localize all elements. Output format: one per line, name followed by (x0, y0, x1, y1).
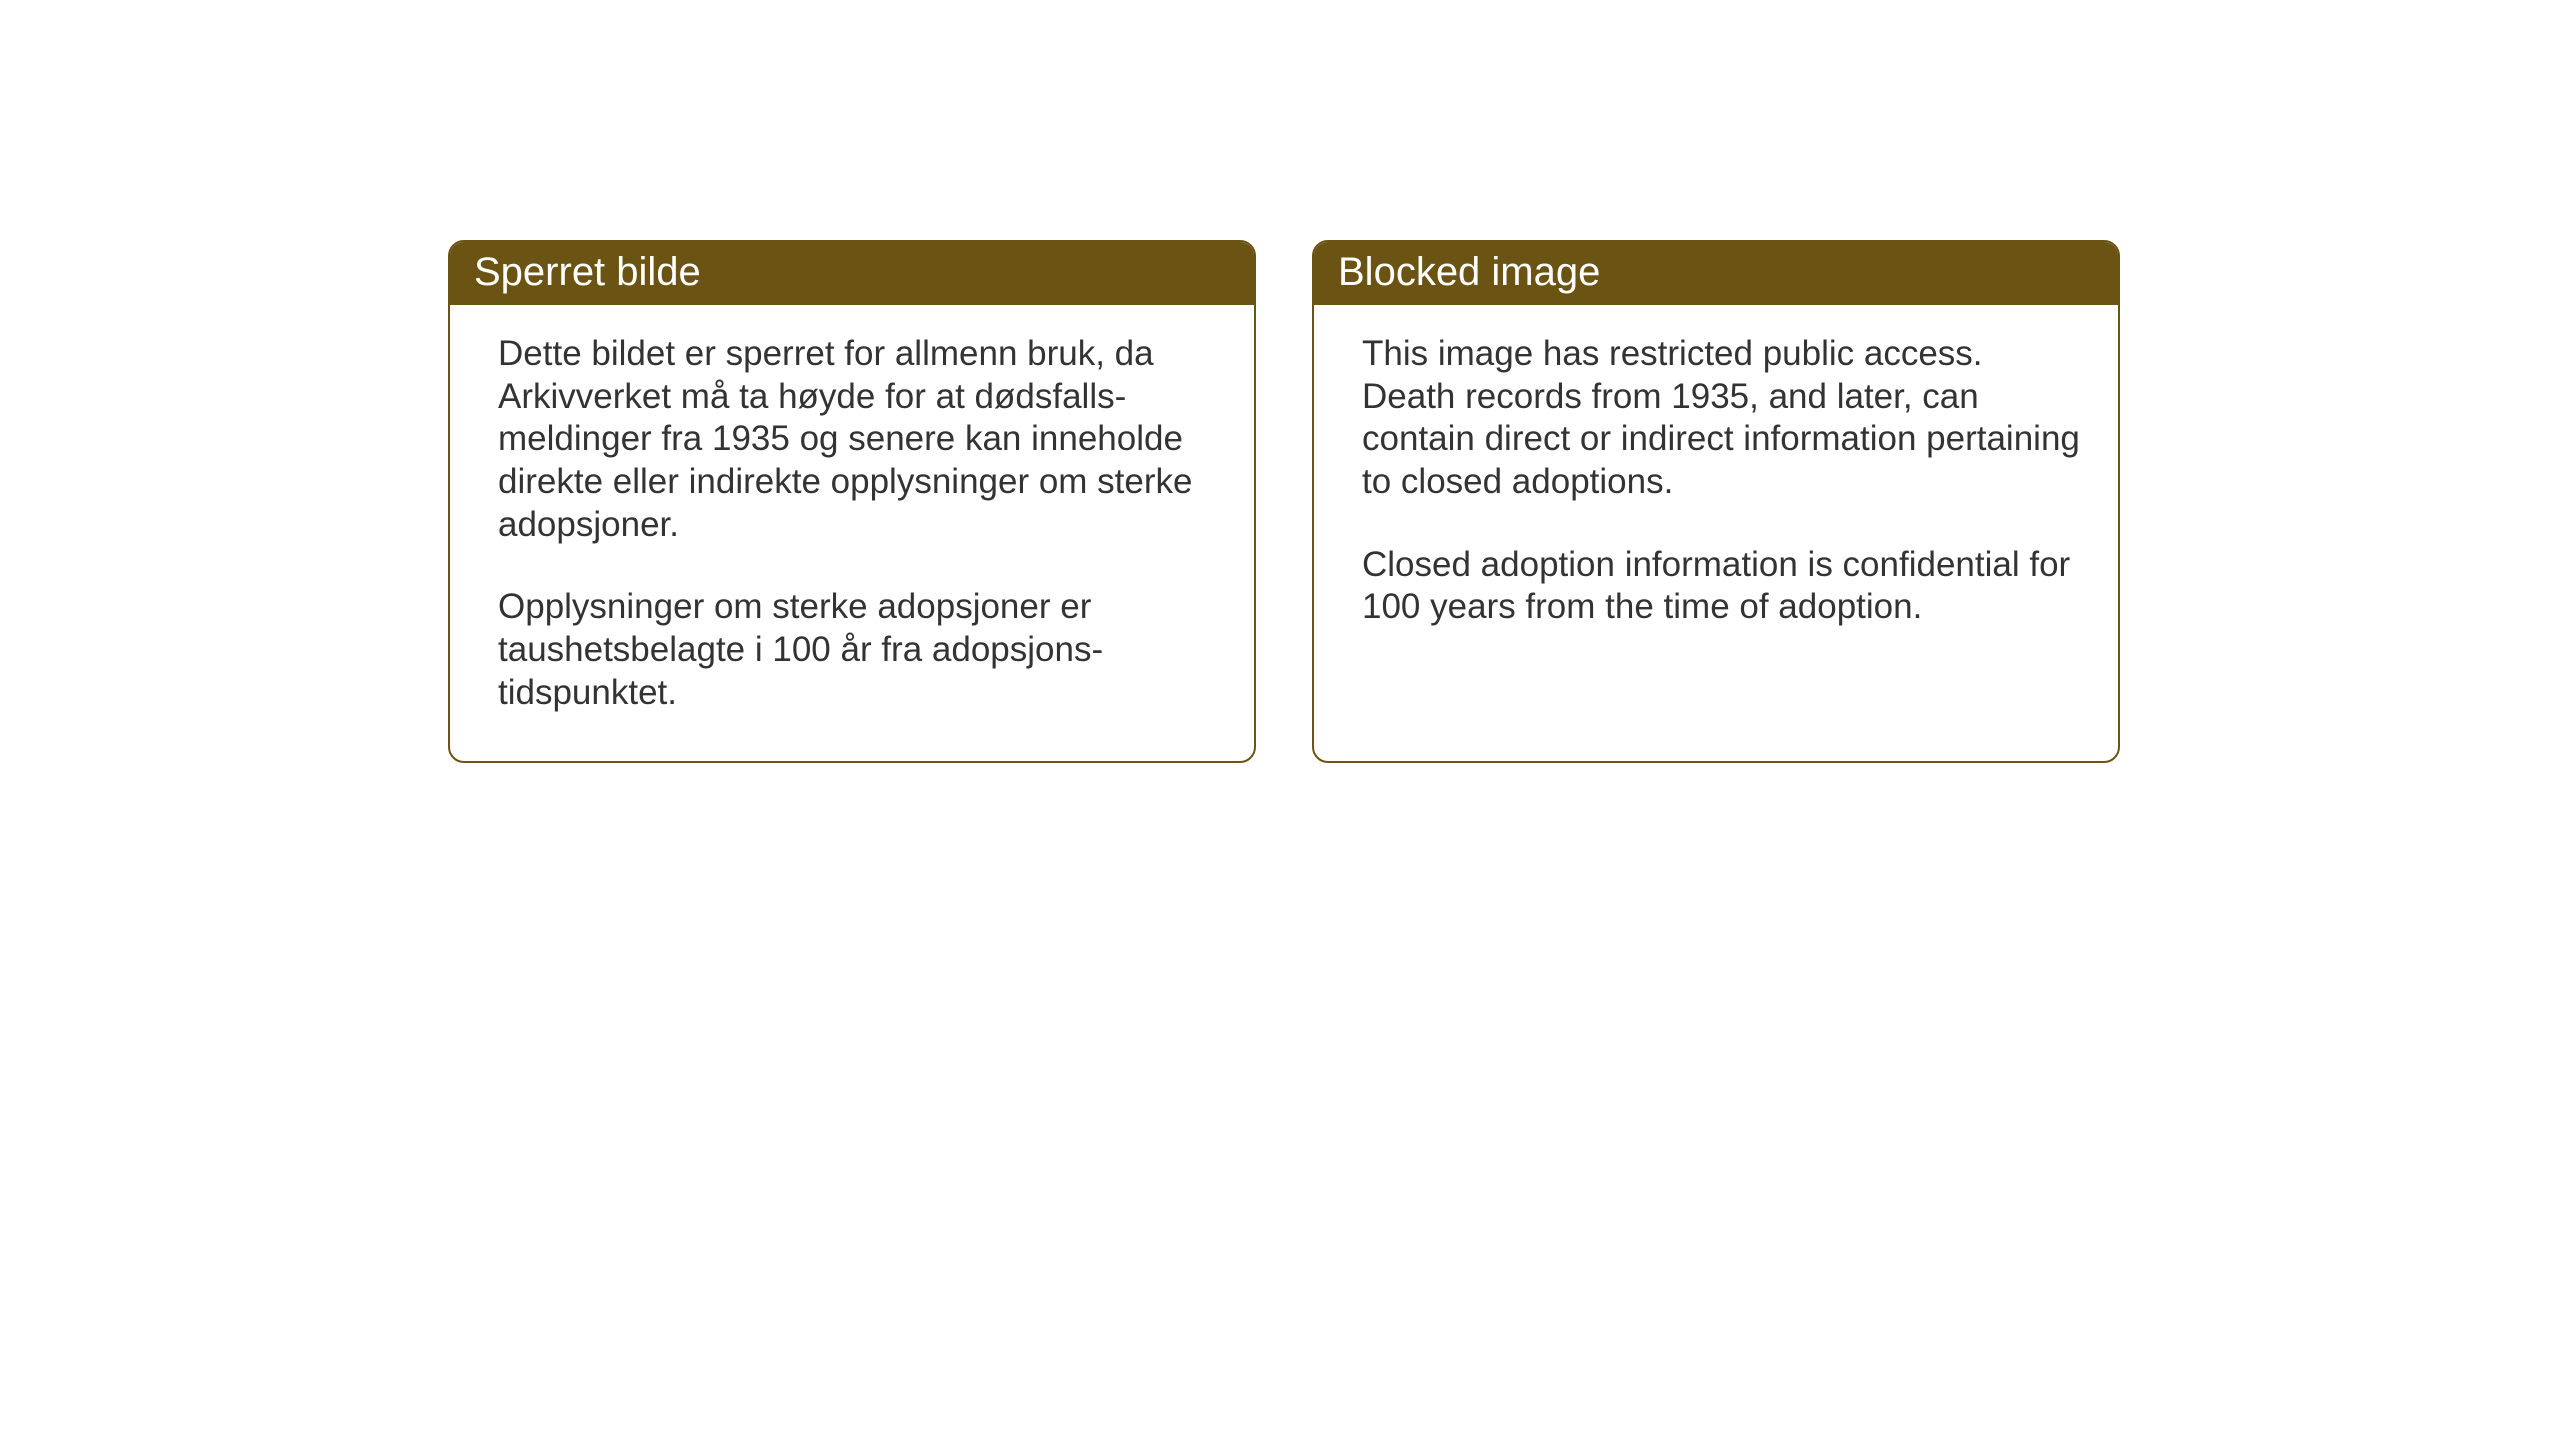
card-header-english: Blocked image (1314, 242, 2118, 305)
paragraph-english-1: This image has restricted public access.… (1362, 333, 2082, 504)
card-body-norwegian: Dette bildet er sperret for allmenn bruk… (450, 305, 1254, 761)
card-norwegian: Sperret bilde Dette bildet er sperret fo… (448, 240, 1256, 763)
card-english: Blocked image This image has restricted … (1312, 240, 2120, 763)
card-header-norwegian: Sperret bilde (450, 242, 1254, 305)
paragraph-norwegian-2: Opplysninger om sterke adopsjoner er tau… (498, 586, 1218, 714)
paragraph-english-2: Closed adoption information is confident… (1362, 544, 2082, 629)
cards-container: Sperret bilde Dette bildet er sperret fo… (0, 0, 2560, 763)
card-body-english: This image has restricted public access.… (1314, 305, 2118, 675)
paragraph-norwegian-1: Dette bildet er sperret for allmenn bruk… (498, 333, 1218, 546)
